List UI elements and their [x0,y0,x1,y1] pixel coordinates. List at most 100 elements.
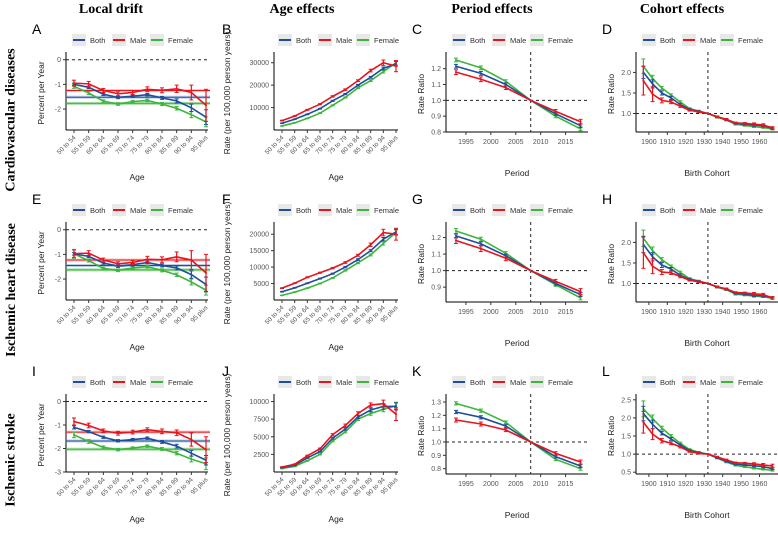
data-point [319,447,321,450]
y-tick-label: 1.1 [431,82,441,89]
x-tick-label: 1940 [715,139,731,146]
data-point [102,446,105,449]
data-point [306,454,309,457]
data-point [743,463,746,466]
y-tick-label: 1.0 [431,98,441,105]
data-point [293,463,296,466]
row-title-ischemic-heart: Ischemic heart disease [0,210,24,370]
data-point [725,118,728,121]
series-male [280,399,398,469]
data-point [131,266,134,269]
legend-label: Male [336,36,352,45]
y-tick-label: -1 [55,82,61,89]
legend-label: Male [700,378,716,387]
data-point [382,231,385,234]
data-point [771,465,774,468]
data-point [651,255,654,258]
data-point [706,282,709,285]
series-line [73,253,207,291]
legend-item-male: Male [682,376,716,388]
legend-label: Female [374,36,399,45]
data-point [743,122,746,125]
y-tick-label: 2.0 [621,240,631,247]
data-point [319,103,321,106]
data-point [161,96,163,99]
data-point [660,427,663,430]
x-tick-label: 1995 [458,309,474,316]
legend-item-female: Female [150,204,193,216]
y-tick-label: 1.2 [431,235,441,242]
data-point [190,273,193,276]
data-point [344,93,347,96]
y-tick-label: 1.0 [621,281,631,288]
legend-label: Both [470,36,485,45]
data-point [743,465,746,468]
x-axis-label: Age [328,342,343,352]
legend-item-female: Female [720,376,763,388]
legend: Both Male Female [278,204,399,216]
data-point [382,67,385,70]
x-tick-label: 95 plus [190,304,210,324]
legend-label: Male [510,206,526,215]
legend-item-both: Both [72,34,105,46]
series-both [453,409,583,469]
data-point [205,448,207,451]
x-tick-label: 2005 [508,481,524,488]
series-both [453,63,583,129]
data-point [762,124,765,127]
series-male [641,236,775,300]
y-tick-label: 1.2 [431,66,441,73]
data-point [331,99,334,102]
legend: Both Male Female [72,34,193,46]
series-line [281,231,397,297]
data-point [357,416,359,419]
data-point [670,94,673,97]
series-line [281,231,397,293]
data-point [670,437,673,440]
series-line [73,252,207,274]
data-point [344,261,347,264]
data-point [554,280,557,283]
series-male [72,249,208,292]
data-point [651,77,654,80]
data-point [382,61,385,64]
data-point [331,267,334,270]
panel-letter: L [602,363,610,379]
data-point [102,436,105,439]
data-point [117,92,119,95]
data-point [87,82,90,85]
x-axis-label: Age [328,514,343,524]
row-title-text: Ischemic heart disease [4,223,20,357]
column-title-cohort-effects: Cohort effects [639,2,725,17]
series-line [455,239,581,293]
data-point [706,453,709,456]
data-point [175,431,178,434]
y-tick-label: 7500 [253,417,269,424]
data-point [660,87,663,90]
series-both [72,425,208,466]
legend: Both Male Female [278,34,399,46]
x-tick-label: 2000 [483,139,499,146]
data-point [753,462,756,465]
data-point [306,287,309,290]
x-axis-label: Age [129,514,144,524]
y-tick-label: 1.0 [621,452,631,459]
x-tick-label: 1930 [696,309,712,316]
series-line [455,59,581,130]
data-point [87,92,90,94]
data-point [190,91,193,94]
chart-panel-d: D Both Male Female 1.0 1.5 2.0 1900 1910 1920 1930… [602,21,778,178]
series-female [280,229,398,297]
series-male [641,410,775,469]
legend-label: Male [130,378,146,387]
data-point [395,65,397,68]
data-point [554,452,557,455]
legend-item-male: Male [492,376,526,388]
data-point [117,262,119,265]
data-point [651,417,654,420]
data-point [293,291,296,294]
y-tick-label: -1 [55,423,61,430]
series-female [72,248,208,296]
data-point [344,266,347,269]
series-line [73,426,207,461]
